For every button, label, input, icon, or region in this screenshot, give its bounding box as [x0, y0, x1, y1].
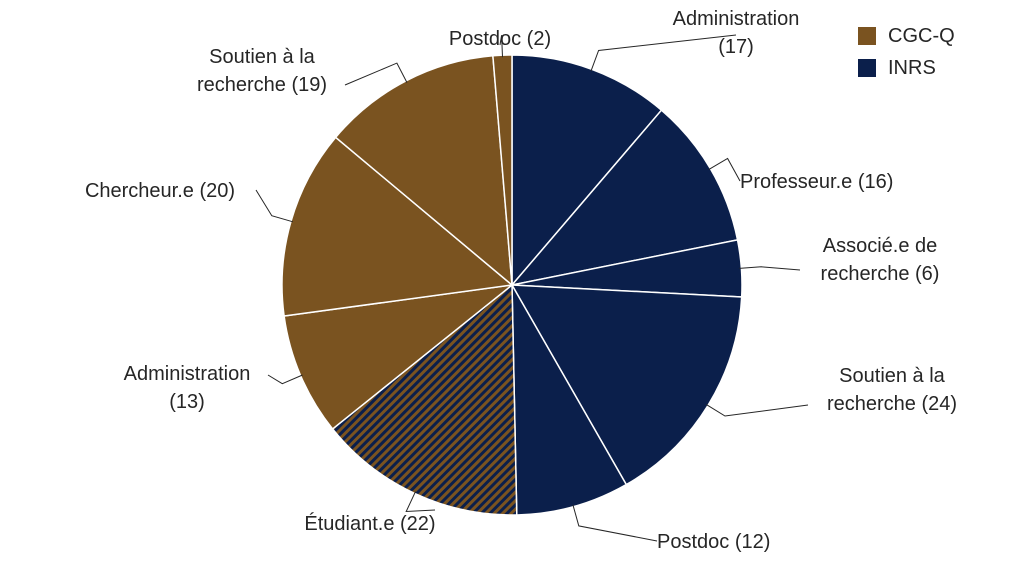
slice-label-line-5-0: Étudiant.e (22) [304, 512, 435, 535]
slice-label-line-1-0: Professeur.e (16) [740, 171, 893, 193]
leader-line-0 [590, 34, 737, 72]
legend-swatch-inrs [858, 59, 876, 77]
slice-labels: Administration (17) Professeur.e (16) Assoc… [85, 8, 957, 553]
slice-label-8: Soutien à la recherche (19) [197, 46, 327, 96]
slice-label-5: Étudiant.e (22) [304, 512, 435, 535]
leader-line-9 [499, 35, 503, 58]
slice-label-3: Soutien à la recherche (24) [827, 365, 957, 415]
legend-item-inrs: INRS [858, 52, 955, 84]
legend: CGC-Q INRS [858, 20, 955, 84]
slice-label-7: Chercheur.e (20) [85, 180, 235, 202]
legend-item-cgcq: CGC-Q [858, 20, 955, 52]
slice-label-line-7-0: Chercheur.e (20) [85, 180, 235, 202]
leader-lines [255, 34, 809, 542]
leader-line-3 [705, 403, 809, 417]
leader-line-4 [572, 504, 658, 542]
slice-label-line-8-0: Soutien à la [209, 46, 316, 68]
slice-label-line-0-1: (17) [718, 36, 754, 58]
slice-label-line-4-0: Postdoc (12) [657, 531, 770, 553]
slice-label-line-2-1: recherche (6) [821, 263, 940, 285]
leader-line-8 [344, 62, 408, 86]
slice-label-line-3-0: Soutien à la [839, 365, 946, 387]
slice-label-4: Postdoc (12) [657, 531, 770, 553]
slice-label-line-3-1: recherche (24) [827, 393, 957, 415]
leader-line-6 [267, 374, 303, 385]
pie-slices [281, 54, 743, 516]
slice-label-1: Professeur.e (16) [740, 171, 893, 193]
slice-label-2: Associé.e de recherche (6) [821, 235, 940, 285]
slice-label-line-6-0: Administration [124, 363, 251, 385]
legend-swatch-cgcq [858, 27, 876, 45]
leader-line-5 [405, 491, 436, 513]
legend-label-cgcq: CGC-Q [888, 24, 955, 47]
slice-label-9: Postdoc (2) [449, 28, 551, 50]
legend-label-inrs: INRS [888, 56, 936, 79]
slice-label-line-8-1: recherche (19) [197, 74, 327, 96]
slice-label-line-2-0: Associé.e de [823, 235, 938, 257]
slice-label-line-9-0: Postdoc (2) [449, 28, 551, 50]
leader-line-2 [739, 266, 801, 271]
leader-line-7 [255, 189, 294, 223]
leader-line-1 [708, 157, 741, 182]
slice-label-line-0-0: Administration [673, 8, 800, 30]
slice-label-6: Administration (13) [124, 363, 251, 413]
slice-label-0: Administration (17) [673, 8, 800, 58]
slice-label-line-6-1: (13) [169, 391, 205, 413]
